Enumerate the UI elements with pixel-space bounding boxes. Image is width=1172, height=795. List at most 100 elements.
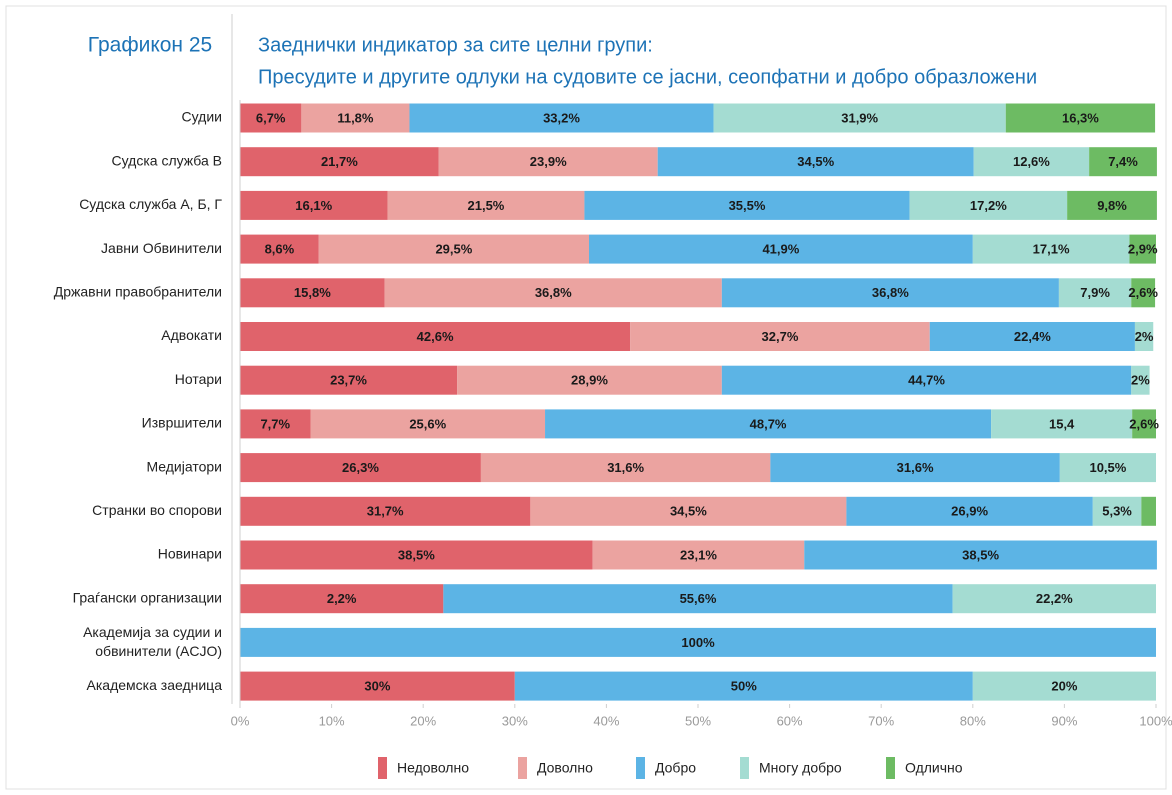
bar-segment — [240, 103, 302, 133]
bar-segment — [240, 190, 388, 220]
category-label: Јавни Обвинители — [101, 240, 222, 256]
x-tick-label: 40% — [593, 713, 619, 728]
bar-segment — [1089, 147, 1157, 177]
bar-segment — [770, 453, 1060, 483]
x-tick-label: 80% — [960, 713, 986, 728]
chart-subtitle: Пресудите и другите одлуки на судовите с… — [258, 66, 1037, 88]
bar-segment — [240, 322, 631, 351]
bar-segment — [240, 365, 458, 395]
value-label: 29,5% — [435, 242, 472, 257]
bar-segment — [909, 190, 1068, 220]
frame — [5, 5, 1167, 790]
value-label: 28,9% — [571, 373, 608, 388]
value-label: 36,8% — [535, 285, 572, 300]
value-label: 100% — [681, 635, 715, 650]
value-label: 17,2% — [970, 198, 1007, 213]
value-label: 22,4% — [1014, 329, 1051, 344]
value-label: 15,4 — [1049, 416, 1075, 431]
value-label: 16,3% — [1062, 110, 1099, 125]
bar-segment — [972, 234, 1130, 264]
bar-segment — [588, 234, 973, 264]
bar-segment — [318, 234, 589, 264]
bar-segment — [457, 365, 722, 395]
category-label: Странки во спорови — [92, 502, 222, 518]
value-label: 36,8% — [872, 285, 909, 300]
value-label: 31,7% — [367, 504, 404, 519]
value-label: 2,6% — [1129, 416, 1159, 431]
bar-segment — [240, 278, 385, 308]
value-label: 23,7% — [330, 373, 367, 388]
category-label: Новинари — [158, 546, 222, 562]
bar-segment — [804, 540, 1157, 570]
x-tick-label: 20% — [410, 713, 436, 728]
value-label: 31,6% — [607, 460, 644, 475]
value-label: 5,3% — [1102, 504, 1132, 519]
bar-segment — [387, 190, 585, 220]
value-label: 31,9% — [841, 110, 878, 125]
category-label: Судска служба В — [112, 152, 222, 168]
bar-segment — [384, 278, 722, 308]
bar-segment — [713, 103, 1006, 133]
bar-segment — [1005, 103, 1156, 133]
bar-segment — [973, 147, 1090, 177]
x-tick-label: 60% — [777, 713, 803, 728]
value-label: 2% — [1135, 329, 1154, 344]
bar-segment — [240, 627, 1156, 657]
bar-segment — [846, 496, 1093, 526]
bar-segment — [1059, 453, 1156, 483]
category-label: Академија за судии и обвинители (ACJO) — [83, 624, 222, 659]
value-label: 7,4% — [1108, 154, 1138, 169]
x-tick-label: 50% — [685, 713, 711, 728]
value-label: 26,9% — [951, 504, 988, 519]
value-label: 7,9% — [1080, 285, 1110, 300]
category-label: Медијатори — [146, 458, 222, 474]
bar-segment — [240, 409, 311, 439]
x-tick-label: 10% — [319, 713, 345, 728]
value-label: 34,5% — [797, 154, 834, 169]
bar-segment — [1141, 496, 1156, 526]
bar-segment — [301, 103, 410, 133]
value-label: 2,6% — [1128, 285, 1158, 300]
value-label: 22,2% — [1036, 591, 1073, 606]
legend-swatch — [378, 757, 387, 779]
value-label: 41,9% — [762, 242, 799, 257]
value-label: 9,8% — [1097, 198, 1127, 213]
value-label: 20% — [1051, 679, 1077, 694]
bar-segment — [240, 540, 593, 570]
bar-segment — [972, 671, 1156, 701]
bar-segment — [991, 409, 1133, 439]
value-label: 2,9% — [1128, 242, 1158, 257]
legend-swatch — [636, 757, 645, 779]
chart-title: Заеднички индикатор за сите целни групи: — [258, 34, 653, 56]
value-label: 33,2% — [543, 110, 580, 125]
legend-label: Недоволно — [397, 760, 469, 776]
legend-label: Добро — [655, 760, 696, 776]
bar-segment — [630, 322, 930, 351]
bar-segment — [592, 540, 805, 570]
value-label: 2% — [1131, 373, 1150, 388]
legend-label: Доволно — [537, 760, 593, 776]
value-label: 32,7% — [762, 329, 799, 344]
legend-label: Многу добро — [759, 760, 842, 776]
value-label: 34,5% — [670, 504, 707, 519]
bar-segment — [240, 584, 444, 614]
category-label: Судска служба А, Б, Г — [79, 196, 222, 212]
bar-segment — [1058, 278, 1132, 308]
x-tick-label: 100% — [1139, 713, 1172, 728]
bar-segment — [1092, 496, 1142, 526]
value-label: 8,6% — [265, 242, 295, 257]
bar-segment — [584, 190, 910, 220]
category-label: Граѓански организации — [73, 589, 222, 605]
legend-label: Одлично — [905, 760, 963, 776]
legend-swatch — [740, 757, 749, 779]
bar-segment — [240, 147, 439, 177]
bar-segment — [409, 103, 714, 133]
value-label: 38,5% — [962, 547, 999, 562]
value-label: 55,6% — [680, 591, 717, 606]
bar-segment — [240, 234, 319, 264]
value-label: 6,7% — [256, 110, 286, 125]
bar-segment — [929, 322, 1135, 351]
bar-segment — [545, 409, 992, 439]
bar-segment — [480, 453, 771, 483]
